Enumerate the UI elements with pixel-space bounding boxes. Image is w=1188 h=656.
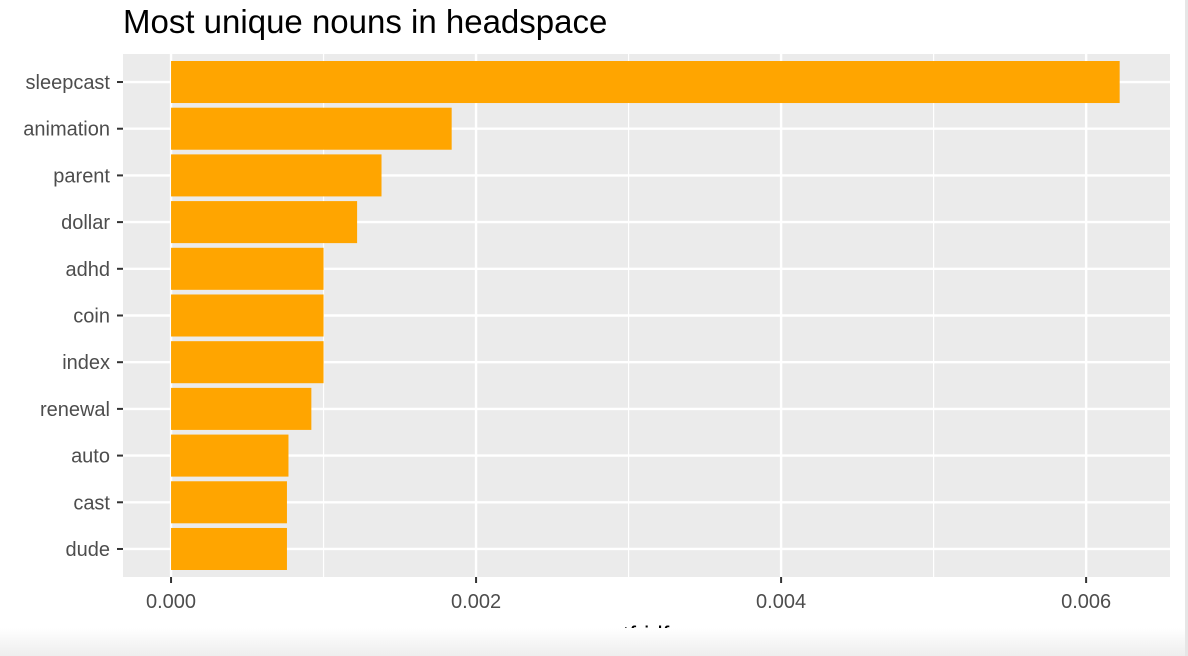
x-axis-title: tf-idf (623, 622, 670, 649)
bar-parent (171, 154, 382, 197)
y-tick-label: index (62, 352, 110, 374)
window-right-edge (1185, 0, 1188, 656)
y-tick-label: cast (73, 492, 110, 514)
bar-coin (171, 294, 324, 337)
y-tick-label: renewal (40, 399, 110, 421)
bar-auto (171, 434, 289, 477)
x-tick-label: 0.002 (451, 591, 501, 613)
y-tick-label: dude (66, 539, 111, 561)
x-tick-label: 0.000 (146, 591, 196, 613)
bar-renewal (171, 387, 312, 430)
x-tick-label: 0.006 (1061, 591, 1111, 613)
y-tick-label: animation (23, 119, 110, 141)
y-tick-label: sleepcast (26, 72, 111, 94)
bar-sleepcast (171, 61, 1120, 104)
bar-dude (171, 527, 287, 570)
bar-index (171, 341, 324, 384)
y-tick-label: adhd (66, 259, 111, 281)
y-tick-label: parent (53, 165, 110, 187)
y-tick-label: dollar (61, 212, 110, 234)
x-tick-label: 0.004 (756, 591, 806, 613)
chart-title: Most unique nouns in headspace (123, 3, 607, 40)
bar-adhd (171, 247, 324, 290)
y-tick-label: auto (71, 446, 110, 468)
bar-cast (171, 481, 287, 524)
x-axis-ticks: 0.000 0.002 0.004 0.006 (146, 577, 1111, 613)
bar-dollar (171, 201, 358, 244)
bars (171, 61, 1120, 570)
bar-animation (171, 107, 452, 150)
y-axis-ticks: sleepcast animation parent dollar adhd coin in… (23, 72, 123, 561)
y-tick-label: coin (73, 306, 110, 328)
